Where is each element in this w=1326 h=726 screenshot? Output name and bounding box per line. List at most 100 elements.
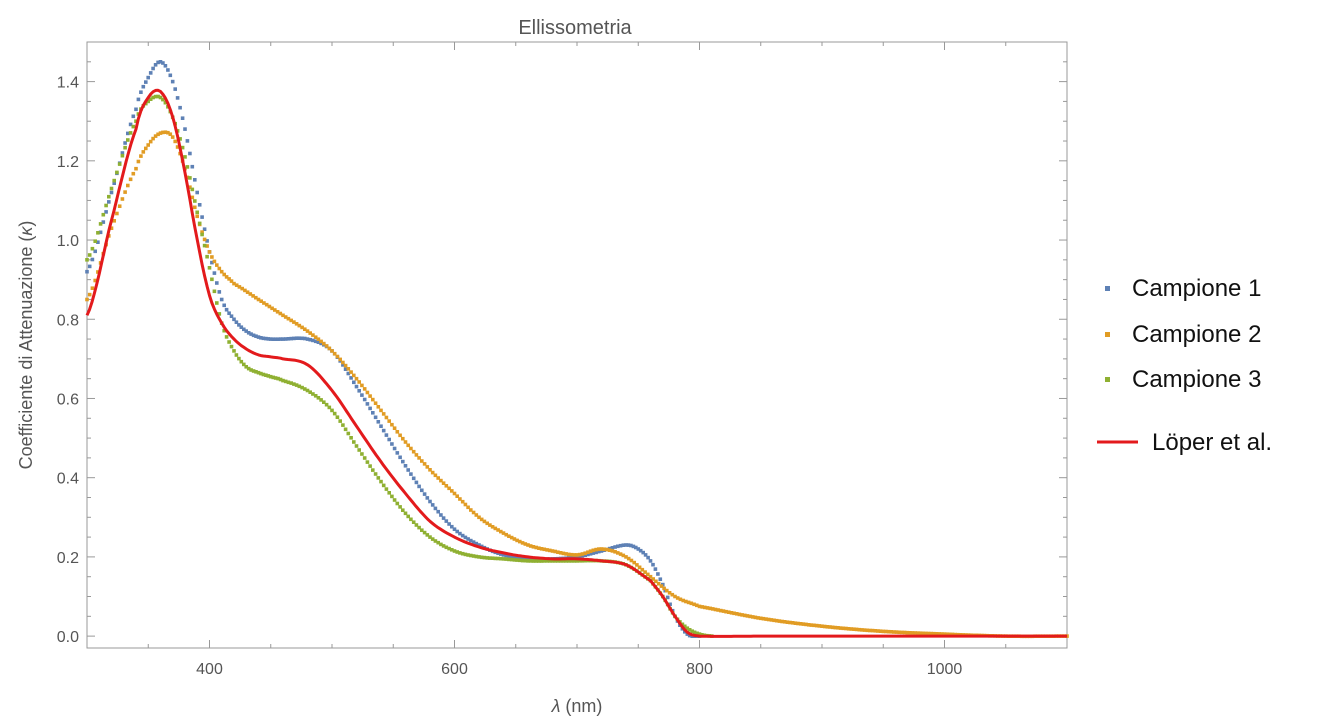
data-point: [406, 443, 410, 448]
data-point: [96, 231, 100, 235]
data-point: [273, 308, 277, 312]
data-point: [751, 615, 755, 619]
data-point: [873, 629, 878, 633]
data-point: [308, 337, 312, 342]
data-point: [259, 371, 263, 376]
data-point: [273, 337, 278, 341]
y-tick-label: 0.6: [57, 391, 79, 408]
data-point: [636, 547, 641, 551]
data-point: [450, 524, 454, 529]
y-axis-title: Coefficiente di Attenuazione (κ): [16, 221, 36, 470]
data-point: [479, 517, 484, 522]
data-point: [444, 519, 449, 523]
data-point: [357, 389, 361, 393]
data-point: [166, 130, 170, 135]
data-point: [683, 624, 687, 629]
data-point: [469, 538, 473, 543]
data-point: [387, 419, 391, 423]
data-point: [292, 336, 296, 341]
data-point: [626, 543, 631, 547]
data-point: [586, 550, 590, 554]
data-point: [753, 615, 758, 620]
data-point: [857, 627, 862, 632]
data-point: [452, 491, 457, 496]
data-point: [146, 143, 150, 147]
data-point: [283, 379, 288, 384]
data-point: [197, 203, 202, 207]
data-point: [586, 552, 590, 557]
legend-marker-campione-2: [1105, 332, 1110, 337]
data-point: [678, 597, 683, 602]
data-point: [107, 194, 111, 199]
data-point: [638, 548, 643, 553]
data-point: [729, 611, 734, 615]
data-point: [319, 339, 323, 344]
data-point: [629, 558, 634, 563]
data-point: [703, 605, 707, 610]
data-point: [490, 525, 495, 529]
legend-item-loper[interactable]: Löper et al.: [1097, 429, 1272, 456]
data-point: [311, 392, 315, 396]
data-point: [653, 567, 658, 571]
data-point: [229, 279, 234, 283]
data-point: [266, 374, 271, 378]
data-point: [368, 464, 372, 468]
data-point: [436, 540, 440, 545]
data-point: [232, 317, 236, 322]
legend-item-campione-1[interactable]: Campione 1: [1105, 275, 1261, 302]
data-point: [319, 341, 323, 346]
data-point: [144, 146, 148, 151]
data-point: [569, 552, 574, 557]
data-point: [436, 509, 440, 514]
data-point: [610, 549, 615, 553]
data-point: [439, 478, 443, 483]
data-point: [193, 178, 197, 182]
data-point: [450, 489, 454, 493]
data-point: [195, 190, 199, 195]
data-point: [242, 327, 246, 332]
data-point: [430, 537, 435, 541]
data-point: [937, 632, 941, 636]
data-point: [531, 559, 536, 563]
legend-item-campione-3[interactable]: Campione 3: [1105, 366, 1261, 393]
data-point: [128, 122, 133, 127]
data-point: [254, 370, 258, 374]
data-point: [403, 511, 408, 516]
data-point: [123, 145, 127, 150]
data-point: [289, 381, 293, 385]
legend-item-campione-2[interactable]: Campione 2: [1105, 321, 1261, 348]
data-point: [210, 277, 214, 282]
data-point: [384, 487, 389, 491]
data-point: [942, 632, 947, 636]
data-point: [485, 556, 489, 560]
data-point: [599, 549, 604, 553]
data-point: [509, 555, 514, 559]
x-tick-label: 1000: [927, 661, 963, 678]
data-point: [466, 537, 470, 541]
data-point: [251, 294, 255, 298]
y-tick-label: 1.2: [57, 154, 79, 171]
data-point: [580, 559, 585, 563]
data-point: [695, 631, 699, 636]
data-point: [262, 301, 266, 305]
data-point: [234, 353, 239, 357]
data-point: [365, 402, 370, 406]
data-point: [458, 531, 462, 536]
data-point: [809, 623, 814, 627]
data-point: [876, 629, 880, 633]
data-point: [286, 337, 291, 341]
data-point: [528, 544, 533, 548]
data-point: [908, 631, 912, 635]
data-point: [455, 550, 459, 554]
data-point: [897, 630, 901, 635]
data-point: [251, 333, 256, 338]
data-point: [308, 331, 312, 335]
data-point: [166, 68, 170, 72]
data-point: [409, 517, 413, 522]
data-point: [804, 622, 808, 627]
data-point: [330, 408, 334, 413]
data-point: [806, 623, 811, 627]
data-point: [471, 554, 476, 558]
data-point: [390, 422, 394, 427]
data-point: [161, 97, 165, 102]
